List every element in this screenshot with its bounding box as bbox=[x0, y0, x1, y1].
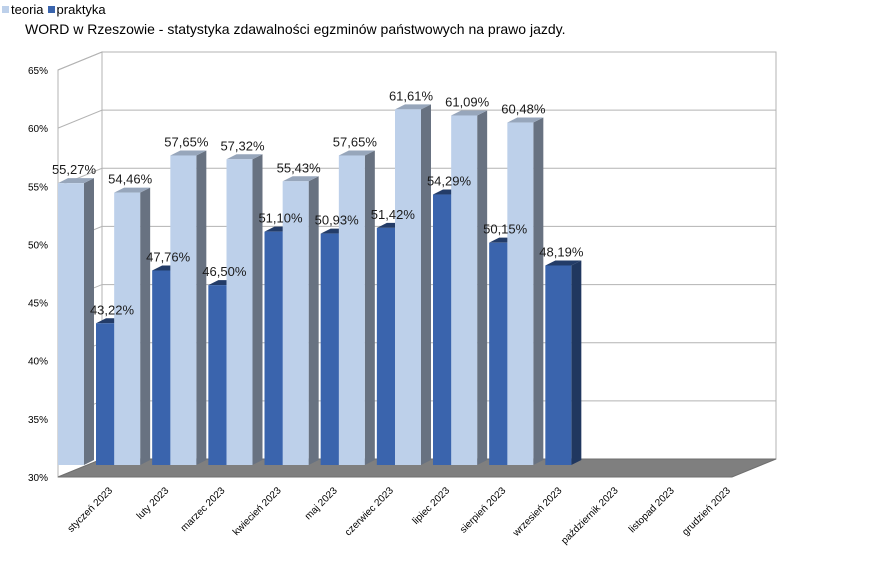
bars bbox=[58, 104, 582, 466]
data-label: 57,65% bbox=[164, 134, 209, 149]
bar-front-face bbox=[58, 183, 84, 465]
legend-swatch-praktyka bbox=[47, 6, 55, 13]
x-tick-label: sierpień 2023 bbox=[458, 485, 509, 536]
legend-label-teoria: teoria bbox=[11, 2, 44, 17]
bar-front-face bbox=[226, 159, 253, 465]
data-label: 51,10% bbox=[258, 211, 303, 226]
bar-top-face bbox=[114, 187, 151, 193]
bar-top-face bbox=[58, 178, 94, 184]
data-label: 54,46% bbox=[108, 172, 153, 187]
data-labels: 55,27% 43,22% 54,46% 47,76% 57,65% 46,50% 57,3… bbox=[52, 88, 584, 317]
x-tick-label: styczeń 2023 bbox=[66, 485, 116, 535]
bar-side-face bbox=[140, 187, 151, 466]
data-label: 60,48% bbox=[501, 102, 546, 117]
bar-front-face bbox=[282, 181, 309, 465]
bar-praktyka bbox=[545, 260, 582, 465]
bar-front-face bbox=[507, 122, 534, 465]
y-tick-label: 65% bbox=[28, 66, 48, 77]
y-tick-label: 30% bbox=[28, 473, 48, 484]
bar-top-face bbox=[545, 260, 582, 266]
data-label: 46,50% bbox=[202, 264, 247, 279]
bar-side-face bbox=[571, 260, 582, 465]
bar-top-face bbox=[226, 154, 263, 160]
bar-teoria bbox=[170, 150, 207, 465]
y-axis-ticks: 30% 35% 40% 45% 50% 55% 60% 65% bbox=[28, 66, 48, 484]
bar-teoria bbox=[451, 110, 488, 465]
data-label: 51,42% bbox=[371, 207, 416, 222]
legend-label-praktyka: praktyka bbox=[56, 2, 106, 17]
bar-front-face bbox=[395, 109, 421, 465]
bar-side-face bbox=[477, 110, 488, 465]
bar-front-face bbox=[114, 192, 141, 466]
bar-teoria bbox=[507, 117, 544, 465]
bar-teoria bbox=[395, 104, 431, 465]
x-tick-label: czerwiec 2023 bbox=[343, 485, 396, 538]
bar-teoria bbox=[114, 187, 151, 466]
bar-front-face bbox=[545, 265, 572, 465]
y-tick-label: 35% bbox=[28, 415, 48, 426]
bar-front-face bbox=[451, 115, 478, 465]
data-label: 43,22% bbox=[90, 302, 135, 317]
legend-item-praktyka: praktyka bbox=[47, 2, 106, 17]
gridline bbox=[57, 109, 776, 129]
x-tick-label: listopad 2023 bbox=[627, 485, 677, 535]
x-tick-label: wrzesień 2023 bbox=[510, 485, 564, 539]
y-tick-label: 45% bbox=[28, 299, 48, 310]
x-axis-ticks: styczeń 2023 luty 2023 marzec 2023 kwiecień… bbox=[66, 485, 734, 547]
data-label: 57,65% bbox=[333, 134, 378, 149]
legend-swatch-teoria bbox=[2, 6, 9, 13]
x-tick-label: marzec 2023 bbox=[179, 485, 228, 534]
y-tick-label: 40% bbox=[28, 357, 48, 368]
x-tick-label: maj 2023 bbox=[303, 485, 340, 522]
bar-front-face bbox=[338, 155, 365, 465]
data-label: 54,29% bbox=[427, 174, 472, 189]
x-tick-label: lipiec 2023 bbox=[411, 485, 453, 527]
bar-front-face bbox=[170, 155, 197, 465]
gridline bbox=[57, 51, 776, 71]
bar-side-face bbox=[196, 150, 207, 465]
bar-side-face bbox=[364, 150, 375, 465]
x-tick-label: październik 2023 bbox=[559, 485, 621, 547]
bar-teoria bbox=[282, 176, 319, 465]
bar-top-face bbox=[395, 104, 431, 110]
x-tick-label: kwiecień 2023 bbox=[231, 485, 284, 538]
bar-top-face bbox=[507, 117, 544, 123]
bar-teoria bbox=[226, 154, 263, 465]
bar-side-face bbox=[84, 178, 94, 465]
bar-teoria bbox=[58, 178, 94, 465]
chart-title: WORD w Rzeszowie - statystyka zdawalnośc… bbox=[25, 21, 566, 37]
y-tick-label: 60% bbox=[28, 124, 48, 135]
bar-teoria bbox=[338, 150, 375, 465]
bar-top-face bbox=[170, 150, 207, 156]
data-label: 55,27% bbox=[52, 162, 97, 177]
y-tick-label: 55% bbox=[28, 182, 48, 193]
x-tick-label: grudzień 2023 bbox=[680, 485, 733, 538]
bar-side-face bbox=[421, 104, 431, 465]
bar-side-face bbox=[252, 154, 263, 465]
bar-top-face bbox=[282, 176, 319, 182]
data-label: 47,76% bbox=[146, 249, 191, 264]
data-label: 61,09% bbox=[445, 94, 490, 109]
data-label: 61,61% bbox=[389, 88, 434, 103]
bar-top-face bbox=[451, 110, 488, 116]
y-tick-label: 50% bbox=[28, 240, 48, 251]
bar-side-face bbox=[533, 117, 544, 465]
data-label: 57,32% bbox=[220, 138, 265, 153]
bar-top-face bbox=[338, 150, 375, 156]
data-label: 50,93% bbox=[315, 213, 360, 228]
legend: teoria praktyka bbox=[2, 2, 106, 17]
data-label: 50,15% bbox=[483, 222, 528, 237]
legend-item-teoria: teoria bbox=[2, 2, 44, 17]
x-tick-label: luty 2023 bbox=[135, 485, 172, 522]
bar-side-face bbox=[308, 176, 319, 465]
data-label: 55,43% bbox=[277, 160, 322, 175]
data-label: 48,19% bbox=[539, 244, 584, 259]
